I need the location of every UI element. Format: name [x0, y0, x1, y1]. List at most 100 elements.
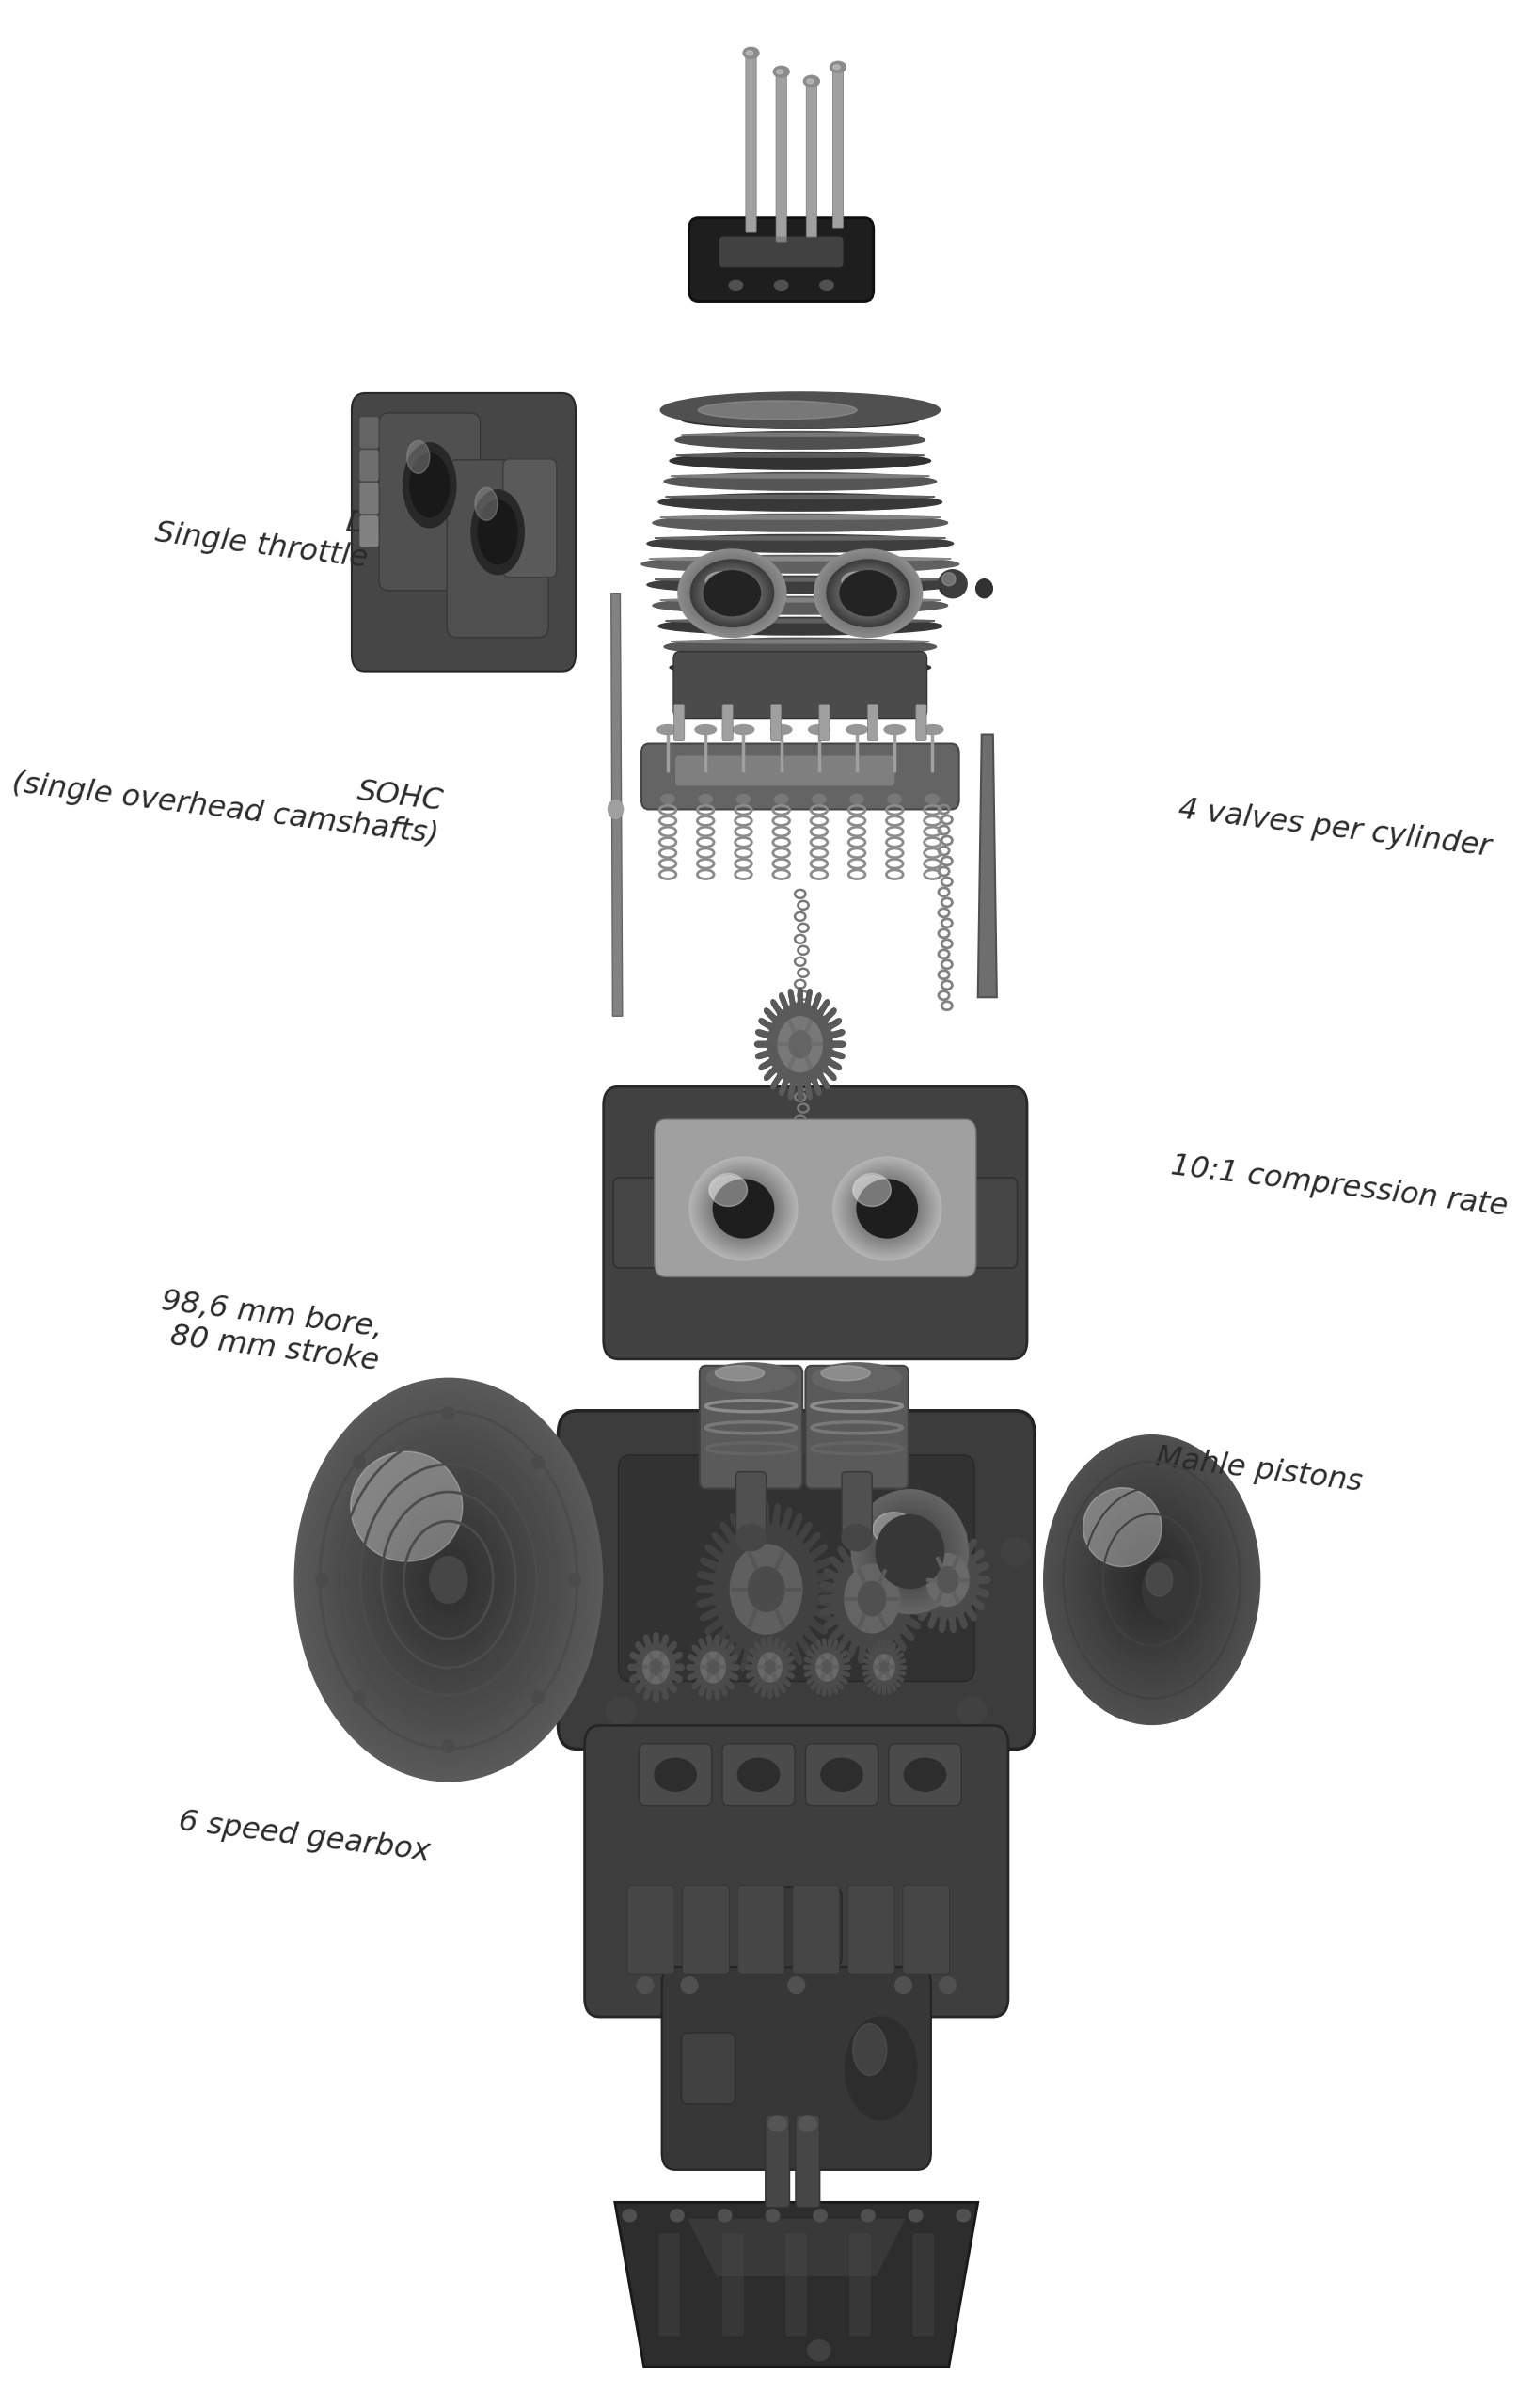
Circle shape [777, 1016, 821, 1072]
Ellipse shape [1049, 1442, 1252, 1717]
Ellipse shape [938, 1977, 955, 1994]
Ellipse shape [307, 1394, 591, 1767]
Ellipse shape [830, 563, 906, 624]
Ellipse shape [700, 568, 764, 619]
Ellipse shape [883, 1206, 890, 1211]
Ellipse shape [706, 573, 757, 614]
Ellipse shape [1052, 1447, 1249, 1712]
Ellipse shape [641, 556, 958, 573]
FancyBboxPatch shape [806, 79, 817, 236]
Ellipse shape [701, 568, 762, 619]
Ellipse shape [908, 2211, 921, 2223]
Ellipse shape [859, 1182, 914, 1235]
Ellipse shape [665, 496, 934, 498]
Ellipse shape [1108, 1522, 1195, 1637]
FancyBboxPatch shape [674, 703, 685, 742]
FancyBboxPatch shape [902, 1885, 949, 1975]
Ellipse shape [864, 590, 871, 597]
Ellipse shape [694, 1163, 791, 1255]
Ellipse shape [691, 559, 773, 626]
Ellipse shape [1082, 1488, 1161, 1568]
Ellipse shape [745, 51, 753, 55]
Ellipse shape [703, 571, 761, 616]
FancyBboxPatch shape [911, 2232, 934, 2336]
Ellipse shape [680, 551, 783, 636]
Circle shape [926, 1553, 968, 1606]
Ellipse shape [691, 559, 773, 626]
Ellipse shape [1067, 1469, 1234, 1690]
Ellipse shape [864, 590, 871, 595]
Ellipse shape [844, 1168, 931, 1250]
Ellipse shape [380, 1488, 518, 1671]
FancyBboxPatch shape [841, 1471, 871, 1539]
Ellipse shape [861, 2211, 874, 2223]
Ellipse shape [921, 725, 943, 734]
Ellipse shape [718, 583, 745, 604]
Ellipse shape [814, 549, 921, 638]
Ellipse shape [716, 1182, 770, 1235]
Ellipse shape [1114, 1529, 1189, 1630]
Ellipse shape [852, 1491, 967, 1613]
Ellipse shape [718, 1185, 768, 1233]
Ellipse shape [858, 585, 877, 602]
Ellipse shape [865, 592, 870, 595]
FancyBboxPatch shape [723, 703, 732, 742]
Ellipse shape [402, 443, 455, 527]
Ellipse shape [862, 590, 873, 597]
Ellipse shape [701, 568, 762, 616]
Ellipse shape [713, 578, 750, 609]
Ellipse shape [849, 1173, 924, 1245]
FancyBboxPatch shape [613, 1178, 663, 1269]
Ellipse shape [337, 1433, 560, 1727]
Ellipse shape [689, 1156, 797, 1259]
Ellipse shape [1099, 1510, 1204, 1649]
Ellipse shape [856, 1180, 917, 1238]
Ellipse shape [653, 597, 947, 614]
Ellipse shape [697, 566, 767, 621]
Ellipse shape [861, 1500, 958, 1604]
FancyBboxPatch shape [785, 2232, 808, 2336]
Ellipse shape [364, 1469, 533, 1690]
Ellipse shape [345, 1445, 553, 1717]
Ellipse shape [721, 585, 742, 602]
Ellipse shape [317, 1409, 578, 1751]
Ellipse shape [710, 1178, 776, 1240]
Circle shape [879, 1662, 888, 1674]
Text: Dell'Orto
Single throttle valves: Dell'Orto Single throttle valves [153, 486, 478, 588]
Ellipse shape [682, 433, 918, 436]
FancyBboxPatch shape [584, 1727, 1008, 2018]
Ellipse shape [1046, 1440, 1255, 1719]
Polygon shape [905, 1527, 990, 1633]
Ellipse shape [706, 571, 735, 590]
Ellipse shape [874, 1197, 899, 1221]
Ellipse shape [729, 1194, 757, 1223]
Ellipse shape [706, 1363, 795, 1392]
Text: 10:1 compression rate: 10:1 compression rate [1169, 1151, 1509, 1223]
Ellipse shape [676, 431, 924, 448]
FancyBboxPatch shape [682, 2032, 735, 2105]
Ellipse shape [846, 576, 890, 612]
FancyBboxPatch shape [502, 460, 556, 578]
Circle shape [748, 1568, 783, 1611]
Ellipse shape [879, 1202, 894, 1216]
Ellipse shape [855, 1178, 918, 1240]
Polygon shape [754, 987, 846, 1100]
Ellipse shape [842, 573, 893, 614]
Ellipse shape [876, 1199, 897, 1218]
Ellipse shape [1142, 1568, 1160, 1592]
Ellipse shape [1084, 1488, 1219, 1671]
Ellipse shape [375, 1483, 521, 1676]
Ellipse shape [354, 1457, 364, 1469]
Circle shape [706, 1659, 720, 1676]
Ellipse shape [695, 563, 768, 624]
Ellipse shape [720, 583, 744, 602]
Ellipse shape [680, 701, 918, 718]
Ellipse shape [703, 571, 761, 616]
Polygon shape [862, 1640, 905, 1695]
Ellipse shape [713, 1180, 773, 1238]
Ellipse shape [832, 563, 905, 624]
Circle shape [764, 1659, 776, 1674]
FancyBboxPatch shape [805, 1365, 908, 1488]
Ellipse shape [765, 2211, 779, 2223]
Ellipse shape [905, 1546, 914, 1556]
